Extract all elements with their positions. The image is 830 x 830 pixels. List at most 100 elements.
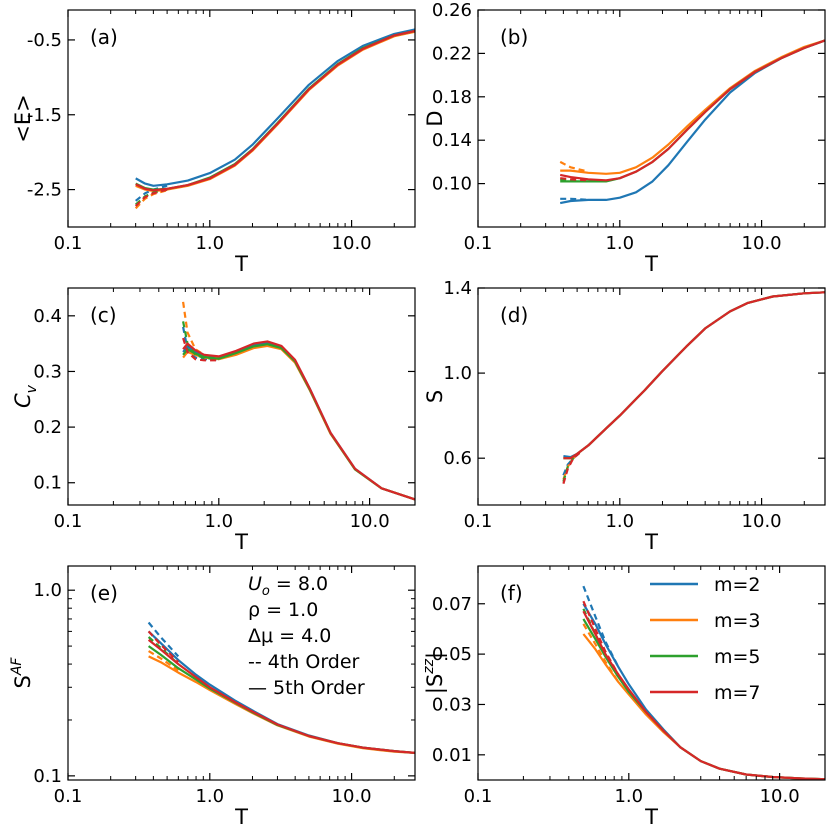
y-tick-label: 0.14 — [432, 130, 472, 151]
x-tick-label: 10.0 — [332, 233, 372, 254]
y-tick-label: 0.2 — [33, 417, 62, 438]
x-tick-label: 1.0 — [605, 233, 634, 254]
x-axis-label: T — [234, 252, 248, 276]
series-line-m7-solid — [182, 340, 415, 501]
x-tick-label: 10.0 — [760, 786, 800, 807]
panel-label: (b) — [500, 25, 528, 49]
y-tick-label: 0.26 — [432, 0, 472, 21]
axes-frame — [67, 9, 416, 228]
y-tick-label: -2.5 — [27, 180, 62, 201]
series-line-m7-solid — [563, 291, 825, 460]
series-line-m3-solid — [582, 633, 825, 780]
panel-f: 0.1 1.0 10.0 0.01 0.03 0.05 0.07 (f) T |Szz| — [421, 565, 826, 829]
x-axis-label: T — [644, 805, 658, 829]
y-tick-label: 0.18 — [432, 87, 472, 108]
series-line-m7-dashed — [560, 177, 589, 182]
x-tick-label: 10.0 — [742, 511, 782, 532]
annotation-line: -- 4th Order — [248, 651, 360, 673]
y-tick-label: -1.5 — [27, 105, 62, 126]
series-line-m7-dashed — [182, 337, 219, 362]
x-tick-label: 1.0 — [204, 511, 233, 532]
legend-entry: m=5 — [714, 646, 761, 668]
series-line-m5-dashed — [182, 321, 219, 361]
y-tick-label: 0.22 — [432, 43, 472, 64]
legend-entry: m=2 — [714, 574, 761, 596]
panel-label: (f) — [500, 581, 523, 605]
y-axis-label: SAF — [9, 657, 35, 689]
series-line-m3-dashed — [559, 160, 589, 173]
legend: m=2 m=3 m=5 m=7 — [650, 574, 761, 704]
y-tick-label: 1.0 — [33, 580, 62, 601]
series-line-m7-dashed — [147, 630, 180, 663]
series-line-m3-dashed — [148, 650, 179, 672]
panel-d: 0.1 1.0 10.0 0.6 1.0 1.4 (d) T S — [423, 278, 826, 554]
series-line-m3-dashed — [134, 189, 168, 210]
y-tick-label: 0.1 — [33, 766, 62, 787]
series-line-m7-solid — [559, 39, 825, 182]
y-tick-label: 0.6 — [443, 448, 472, 469]
series-line-m3-solid — [563, 291, 825, 460]
legend-entry: m=7 — [714, 682, 761, 704]
series-line-m7-dashed — [562, 452, 581, 485]
y-tick-label: -0.5 — [27, 30, 62, 51]
series-group — [562, 291, 825, 485]
annotation-line: — 5th Order — [248, 677, 365, 699]
panel-b: 0.1 1.0 10.0 0.10 0.14 0.18 0.22 0.26 (b) T D — [423, 0, 826, 276]
series-line-m3-solid — [135, 30, 415, 193]
axes-frame — [67, 565, 416, 781]
y-axis-label: S — [423, 390, 447, 403]
panel-a: 0.1 1.0 10.0 -2.5 -1.5 -0.5 (a) T <E> — [11, 9, 416, 276]
y-tick-label: 0.10 — [432, 174, 472, 195]
series-line-m5-solid — [563, 291, 825, 460]
x-tick-label: 1.0 — [195, 233, 224, 254]
x-tick-label: 1.0 — [195, 786, 224, 807]
annotation-line: Uo = 8.0 — [248, 573, 328, 599]
axes-frame — [477, 565, 826, 781]
series-line-m7-solid — [582, 610, 825, 780]
axes-frame — [477, 9, 826, 228]
series-line-m7-dashed — [582, 600, 620, 675]
y-tick-label: 0.07 — [432, 594, 472, 615]
series-line-m3-solid — [560, 39, 825, 175]
panel-label: (c) — [90, 303, 117, 327]
series-group — [134, 28, 415, 210]
series-line-m7-solid — [135, 29, 415, 192]
x-axis-label: T — [234, 805, 248, 829]
x-tick-label: 1.0 — [614, 786, 643, 807]
series-line-m5-solid — [135, 29, 415, 191]
y-tick-label: 0.03 — [432, 694, 472, 715]
annotation: Uo = 8.0ρ = 1.0 Δμ = 4.0 -- 4th Order — 5th… — [248, 573, 365, 699]
series-group — [182, 301, 415, 501]
y-tick-label: 1.0 — [443, 363, 472, 384]
series-group — [582, 585, 825, 780]
legend-entry: m=3 — [714, 610, 761, 632]
series-line-m2-solid — [135, 28, 415, 187]
y-axis-label: D — [423, 110, 447, 126]
x-tick-label: 0.1 — [464, 511, 493, 532]
x-tick-label: 1.0 — [605, 511, 634, 532]
x-axis-label: T — [644, 530, 658, 554]
y-axis-label: Cv — [11, 384, 40, 408]
x-tick-label: 10.0 — [350, 511, 390, 532]
x-axis-label: T — [234, 530, 248, 554]
panel-label: (d) — [500, 303, 528, 327]
x-tick-label: 0.1 — [54, 233, 83, 254]
x-tick-label: 10.0 — [742, 233, 782, 254]
series-line-m2-solid — [582, 603, 825, 780]
x-tick-label: 10.0 — [332, 786, 372, 807]
panel-label: (a) — [90, 25, 118, 49]
y-tick-label: 0.1 — [33, 473, 62, 494]
x-axis-label: T — [644, 252, 658, 276]
x-tick-label: 0.1 — [464, 233, 493, 254]
y-axis-label: <E> — [11, 94, 35, 142]
axes-frame — [477, 287, 826, 506]
y-tick-label: 0.3 — [33, 361, 62, 382]
y-tick-label: 0.01 — [432, 745, 472, 766]
x-tick-label: 0.1 — [54, 511, 83, 532]
y-axis-label: |Szz| — [421, 652, 448, 694]
series-line-m5-solid — [582, 618, 825, 780]
panel-e: 0.1 1.0 10.0 0.1 1.0 (e) T SAF — [9, 565, 416, 829]
y-tick-label: 0.4 — [33, 306, 62, 327]
panel-c: 0.1 1.0 10.0 0.1 0.2 0.3 0.4 (c) T Cv — [11, 287, 416, 554]
